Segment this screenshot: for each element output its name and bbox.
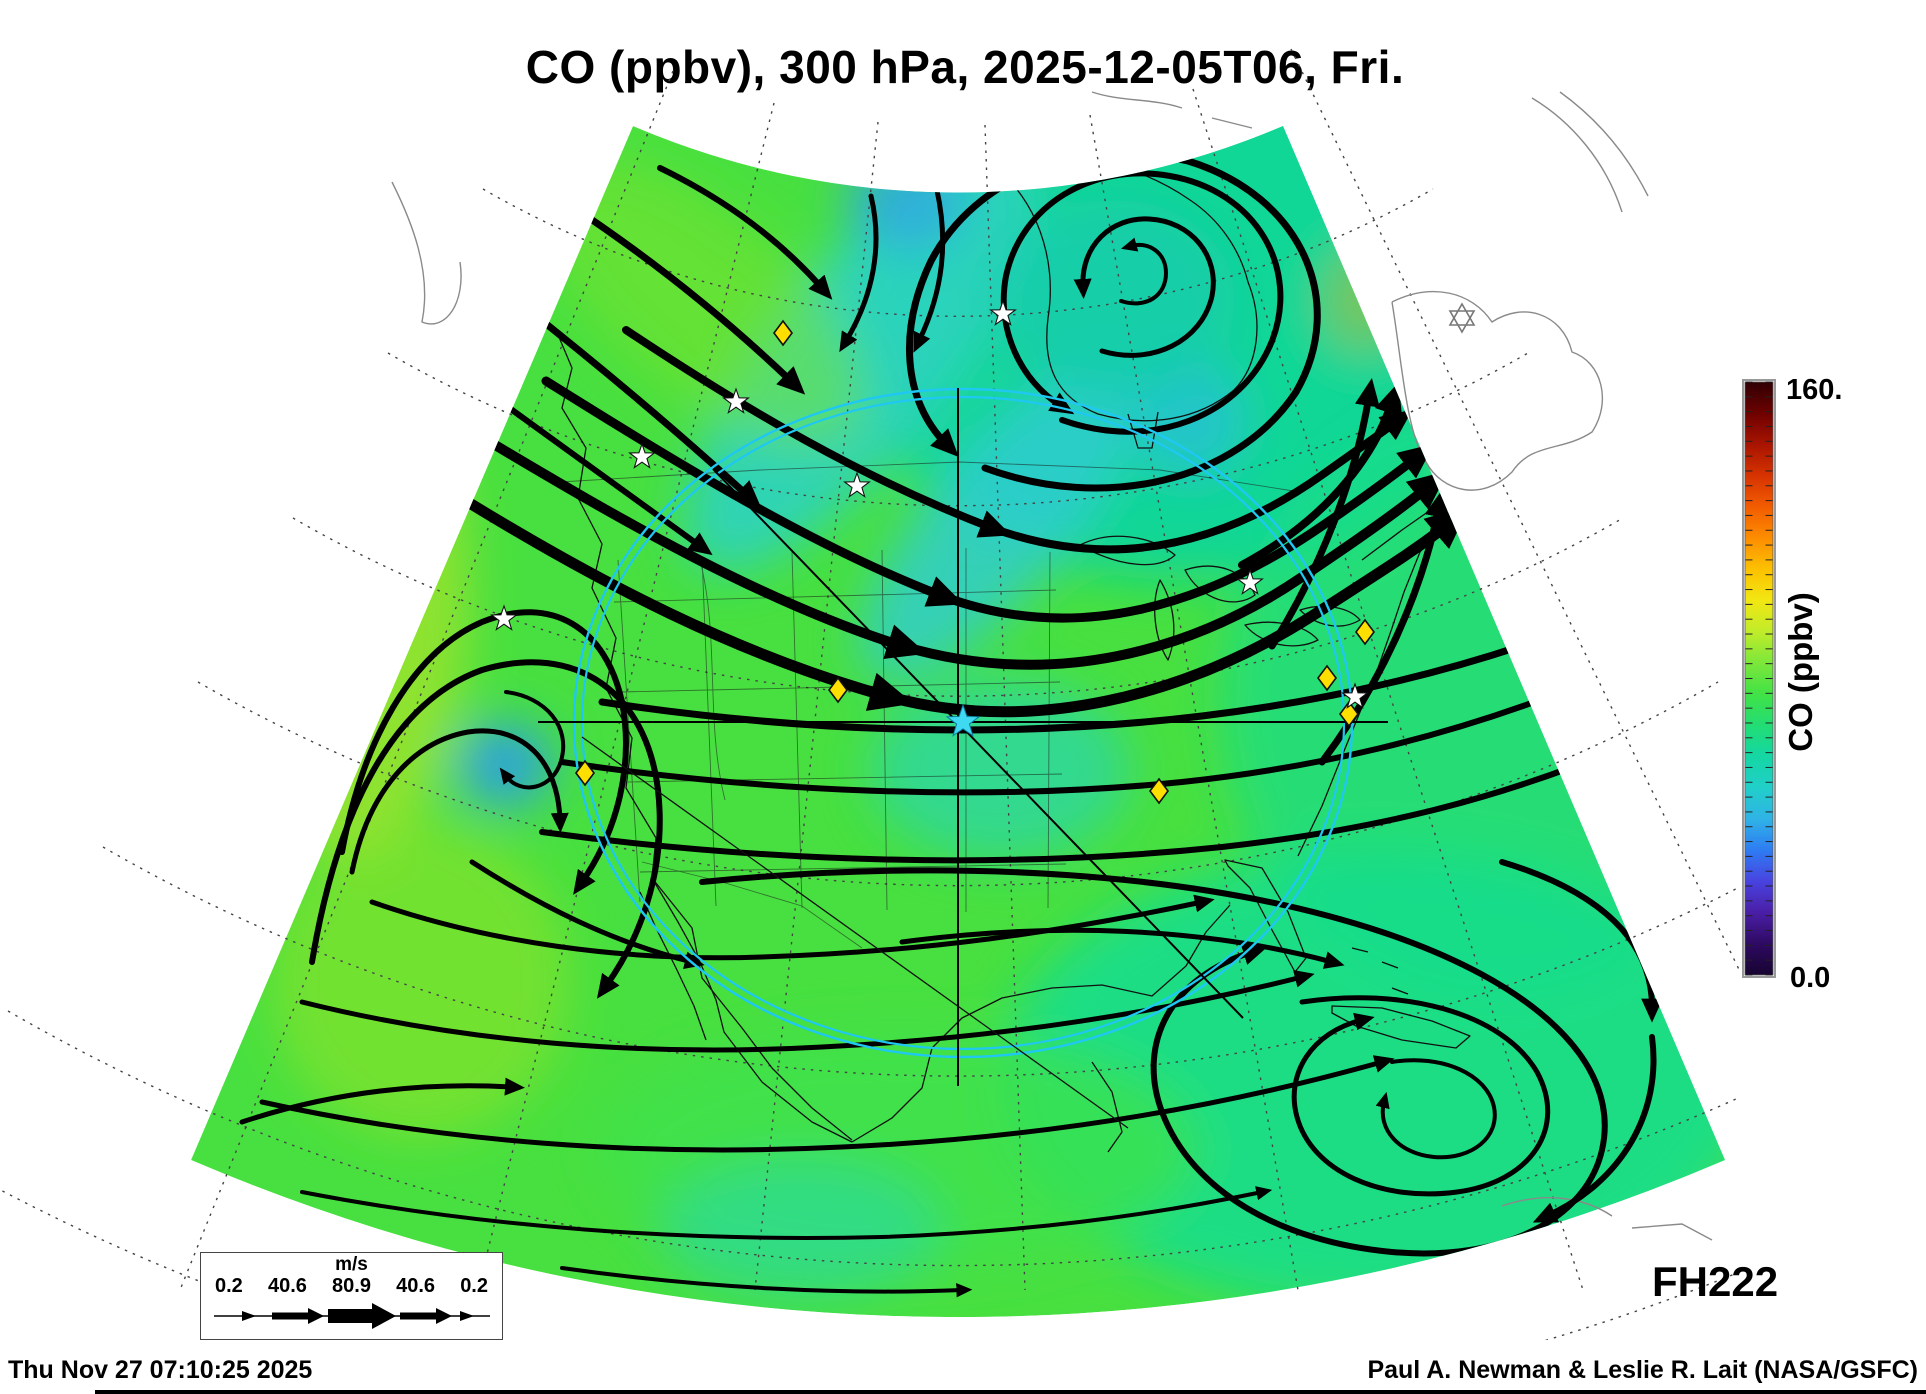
wind-legend-value: 40.6 xyxy=(267,1275,307,1297)
colorbar-ticks xyxy=(1745,381,1773,976)
wind-legend-arrows xyxy=(213,1303,490,1329)
colorbar-min-label: 0.0 xyxy=(1790,962,1831,994)
wind-legend-value: 0.2 xyxy=(215,1275,243,1297)
forecast-hour-label: FH222 xyxy=(1652,1258,1779,1305)
wind-legend-value: 80.9 xyxy=(332,1275,371,1297)
coastlines xyxy=(555,150,1503,1153)
crosshair-diagonal xyxy=(712,468,1244,1019)
generation-timestamp: Thu Nov 27 07:10:25 2025 xyxy=(8,1356,313,1384)
wind-legend-unit: m/s xyxy=(335,1254,368,1275)
wind-legend-values: 0.2 40.6 80.9 40.6 0.2 xyxy=(201,1275,502,1297)
wind-legend-value: 40.6 xyxy=(396,1275,436,1297)
outline-star-marker xyxy=(1449,303,1475,333)
wind-legend-value: 0.2 xyxy=(460,1275,488,1297)
streamlines xyxy=(239,150,1663,1298)
colorbar xyxy=(1742,379,1776,978)
credit-text: Paul A. Newman & Leslie R. Lait (NASA/GS… xyxy=(1367,1356,1918,1384)
colorbar-max-label: 160. xyxy=(1786,374,1843,406)
page-title: CO (ppbv), 300 hPa, 2025-12-05T06, Fri. xyxy=(525,41,1405,93)
bottom-border-bar xyxy=(95,1390,1926,1394)
wind-speed-legend: m/s 0.2 40.6 80.9 40.6 0.2 xyxy=(200,1252,503,1340)
co-field xyxy=(191,126,1725,1318)
crosshair-diagonal-2 xyxy=(581,736,1129,1129)
colorbar-axis-label: CO (ppbv) xyxy=(1782,592,1819,752)
